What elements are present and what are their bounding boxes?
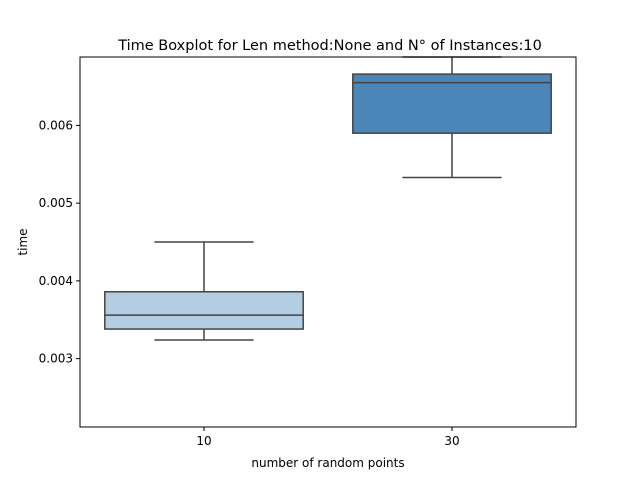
box-iqr xyxy=(104,290,304,330)
chart-title: Time Boxplot for Len method:None and N° … xyxy=(117,38,542,54)
x-tick-label: 10 xyxy=(196,434,211,448)
y-axis-label: time xyxy=(16,228,30,255)
y-tick-label: 0.006 xyxy=(39,118,73,132)
y-tick-label: 0.004 xyxy=(39,274,73,288)
y-axis: 0.003 0.004 0.005 0.006 xyxy=(39,118,80,366)
y-tick-label: 0.003 xyxy=(39,352,73,366)
plot-frame xyxy=(79,56,577,428)
y-tick-label: 0.005 xyxy=(39,196,73,210)
box-group xyxy=(104,241,304,341)
x-tick-label: 30 xyxy=(444,434,459,448)
x-axis: 10 30 xyxy=(196,427,460,448)
x-axis-label: number of random points xyxy=(251,456,404,470)
box-iqr xyxy=(352,73,552,134)
